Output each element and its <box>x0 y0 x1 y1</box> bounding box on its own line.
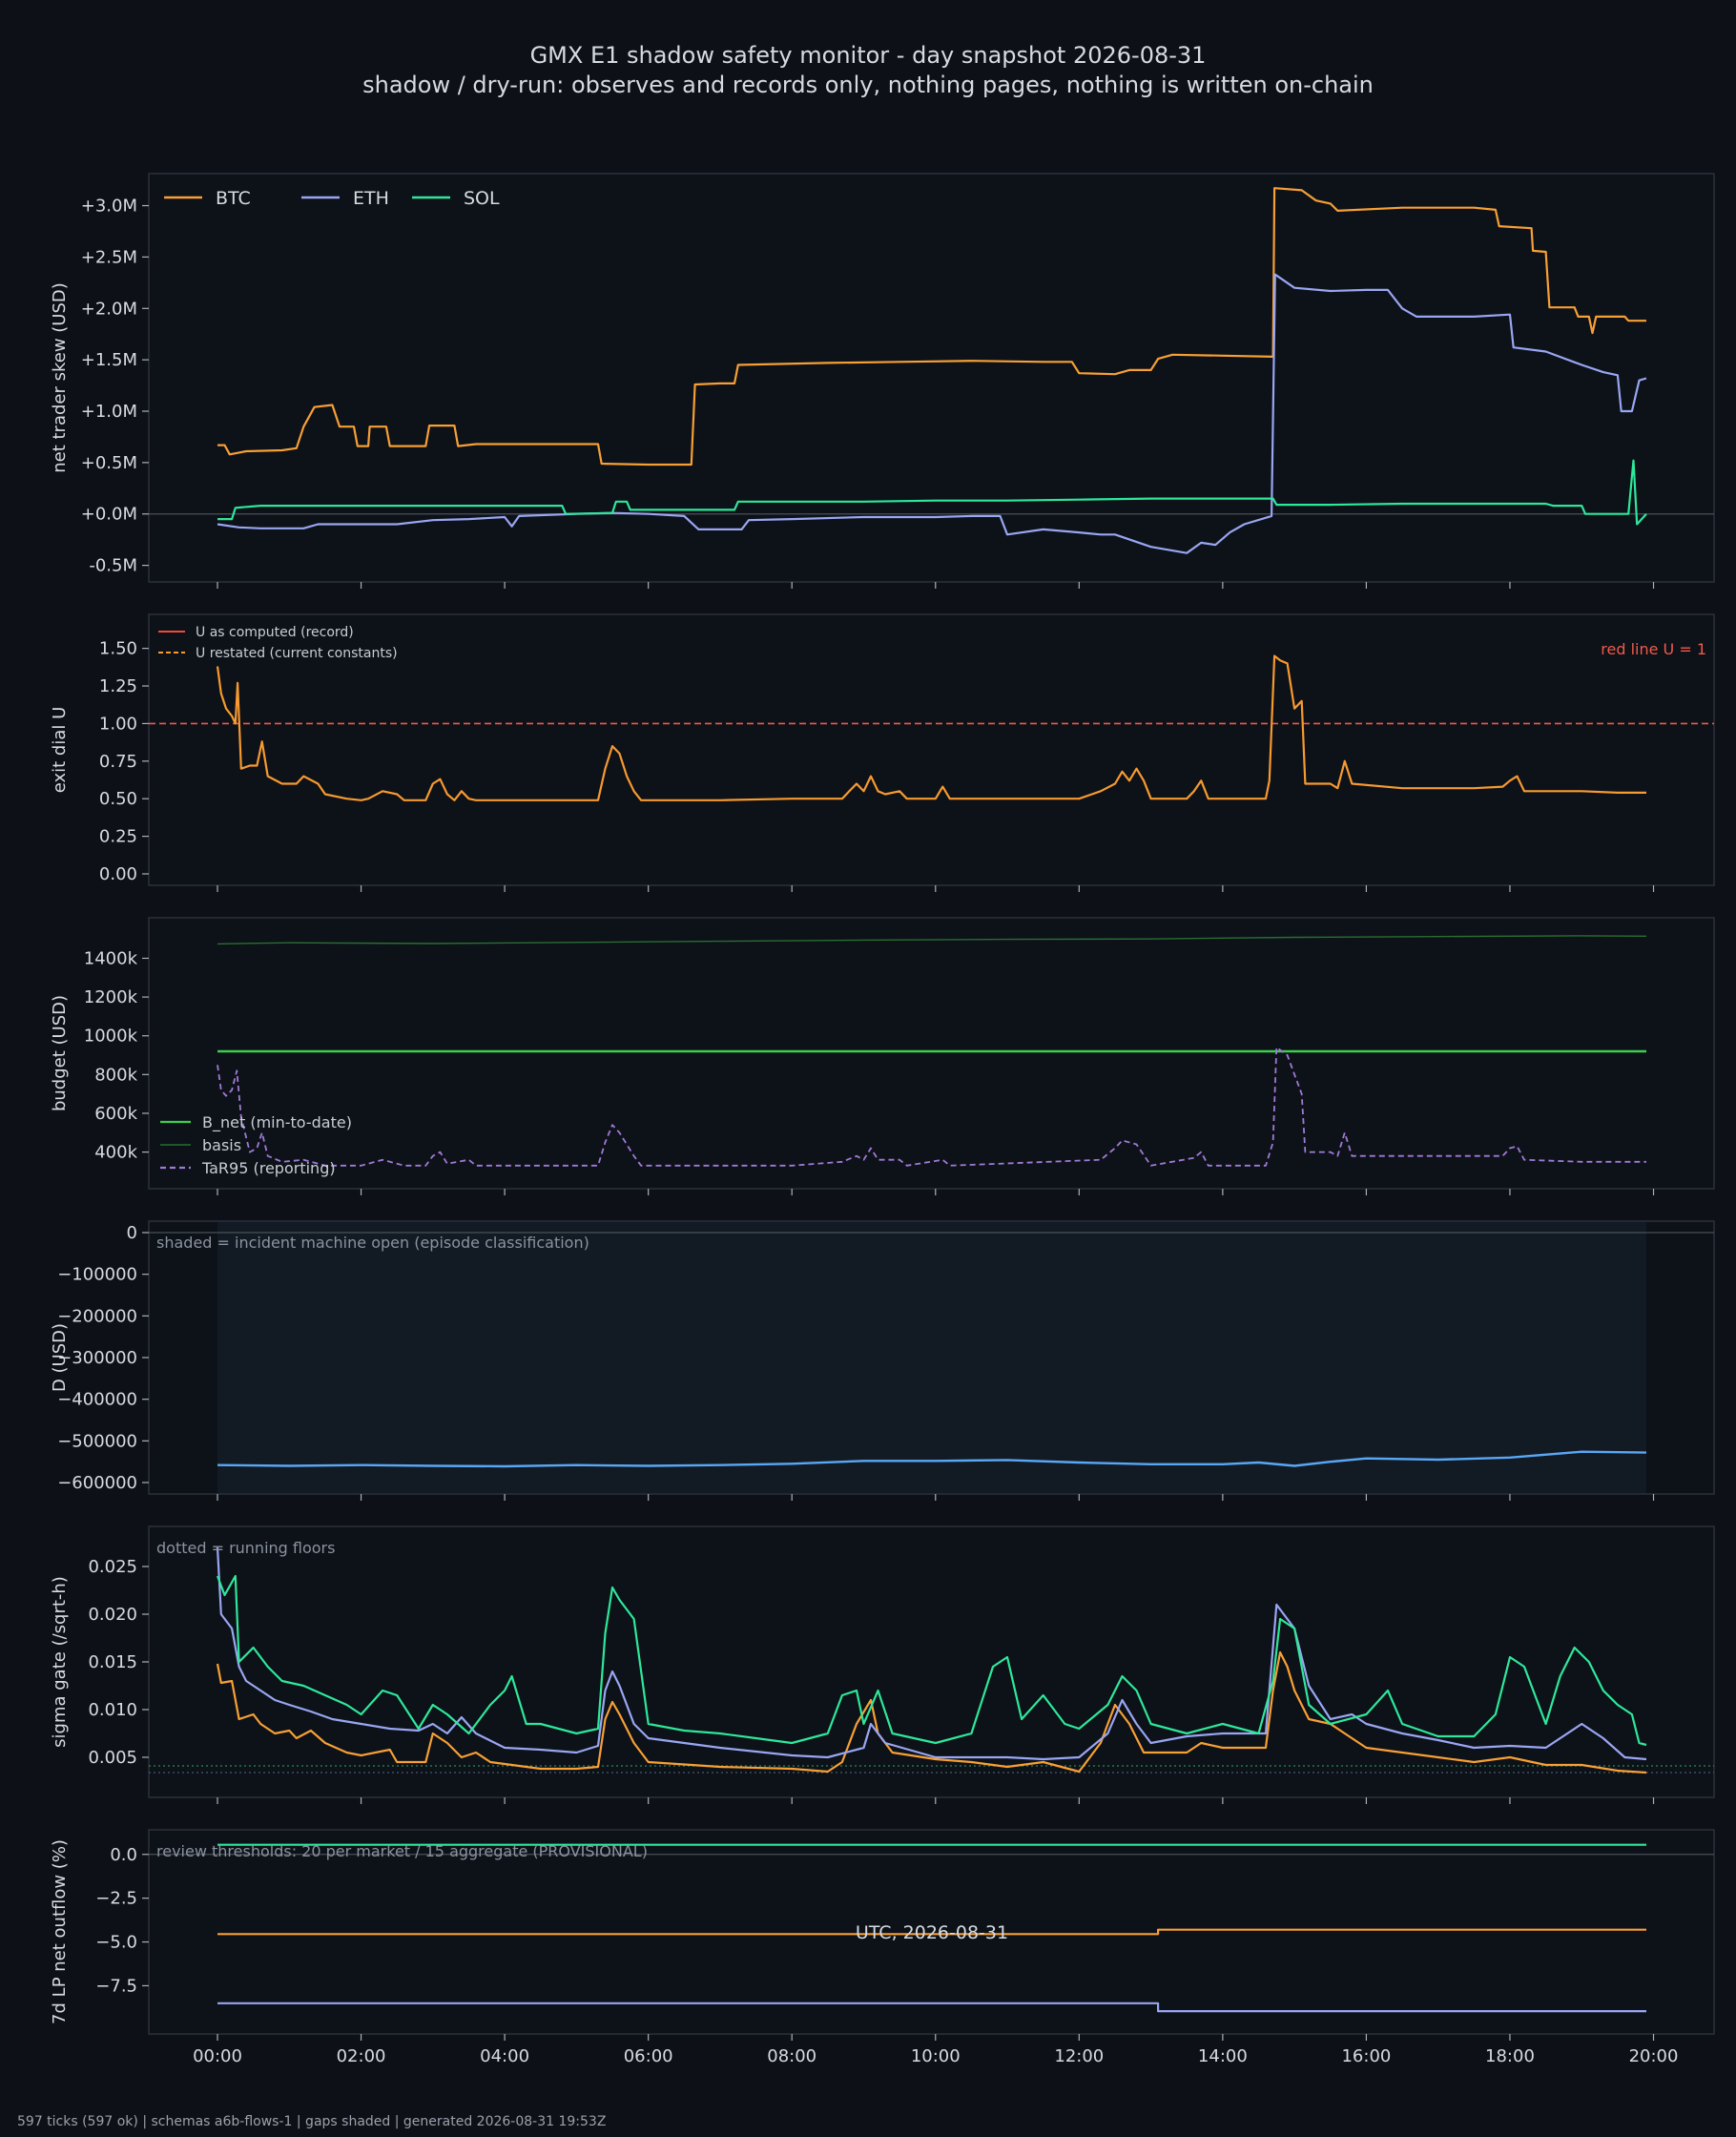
x-tick-label: 08:00 <box>767 2046 816 2066</box>
panel-skew: -0.5M +0.0M +0.5M +1.0M +1.5M +2.0M +2.5M +3.0M… <box>50 173 1715 589</box>
y-tick-label: +3.0M <box>81 197 137 217</box>
y-axis-label: exit dial U <box>50 707 70 794</box>
y-tick-label: +0.5M <box>81 453 137 473</box>
red-line-label: red line U = 1 <box>1601 640 1706 658</box>
legend-label: TaR95 (reporting) <box>201 1159 336 1177</box>
y-tick-label: −5.0 <box>95 1933 137 1953</box>
y-tick-label: 1000k <box>84 1027 138 1047</box>
x-tick-label: 00:00 <box>193 2046 242 2066</box>
panel-budget: 400k 600k 800k 1000k 1200k 1400k budget (USD) B… <box>50 917 1715 1195</box>
y-tick-label: 0.025 <box>88 1557 137 1577</box>
panel-exit_dial: 0.00 0.25 0.50 0.75 1.00 1.25 1.50 exit dial U r… <box>50 613 1715 892</box>
series-eth <box>217 2002 1646 2013</box>
y-tick-label: 0.015 <box>88 1652 137 1672</box>
x-tick-label: 10:00 <box>911 2046 961 2066</box>
series-btc <box>216 1650 1647 1774</box>
series-btc <box>217 187 1646 467</box>
panel-lp_outflow: 0.0 −2.5 −5.0 −7.5 7d LP net outflow (%) revi… <box>50 1829 1715 2066</box>
figure-subtitle: shadow / dry-run: observes and records o… <box>362 72 1374 98</box>
y-axis-label: 7d LP net outflow (%) <box>50 1839 70 2024</box>
y-tick-label: 400k <box>94 1143 137 1163</box>
legend-label-btc: BTC <box>216 188 251 209</box>
y-tick-label: 0.00 <box>99 864 137 884</box>
y-axis-label: D (USD) <box>50 1323 70 1392</box>
series-basis <box>217 935 1647 945</box>
y-tick-label: 1.25 <box>99 676 137 696</box>
y-tick-label: 1200k <box>84 987 138 1007</box>
y-tick-label: 0.010 <box>88 1700 137 1720</box>
incident-shade <box>217 1222 1646 1493</box>
panel-frame <box>148 917 1715 1190</box>
x-tick-label: 06:00 <box>624 2046 673 2066</box>
y-tick-label: −200000 <box>57 1306 137 1326</box>
figure-title: GMX E1 shadow safety monitor - day snaps… <box>530 42 1207 69</box>
legend-label: basis <box>202 1136 241 1154</box>
x-tick-label: 12:00 <box>1054 2046 1104 2066</box>
y-tick-label: +1.5M <box>81 350 137 370</box>
y-tick-label: 0.50 <box>99 789 137 809</box>
series-sol <box>217 459 1647 526</box>
x-tick-label: 16:00 <box>1341 2046 1391 2066</box>
x-tick-label: 04:00 <box>480 2046 529 2066</box>
x-tick-label: 14:00 <box>1198 2046 1248 2066</box>
y-tick-label: -0.5M <box>89 556 137 576</box>
y-tick-label: 0.020 <box>88 1605 137 1625</box>
panel-note: shaded = incident machine open (episode … <box>156 1234 589 1252</box>
x-tick-label: 18:00 <box>1485 2046 1535 2066</box>
panel-frame <box>148 1829 1715 2035</box>
y-tick-label: 0.005 <box>88 1748 137 1768</box>
y-tick-label: 600k <box>94 1104 137 1124</box>
y-axis-label: budget (USD) <box>50 995 70 1111</box>
y-tick-label: −7.5 <box>95 1976 137 1996</box>
legend-label-sol: SOL <box>464 188 500 209</box>
y-axis-label: net trader skew (USD) <box>50 282 70 473</box>
legend-label: U restated (current constants) <box>196 646 398 661</box>
y-tick-label: +2.0M <box>81 299 137 319</box>
y-tick-label: −300000 <box>57 1348 137 1368</box>
legend-label: U as computed (record) <box>196 625 354 640</box>
x-axis-label: UTC, 2026-08-31 <box>856 1922 1008 1943</box>
series-eth <box>217 273 1647 554</box>
legend-label: B_net (min-to-date) <box>202 1113 352 1132</box>
series-btc <box>217 1928 1646 1936</box>
series-u-restated-current-constants <box>216 654 1646 801</box>
y-tick-label: 1.50 <box>99 639 137 659</box>
series-tar95-reporting <box>217 1047 1646 1167</box>
chart-panels: -0.5M +0.0M +0.5M +1.0M +1.5M +2.0M +2.5M +3.0M… <box>50 173 1715 2066</box>
y-tick-label: 0 <box>127 1223 137 1243</box>
y-tick-label: +0.0M <box>81 505 137 525</box>
y-tick-label: +1.0M <box>81 402 137 422</box>
y-tick-label: 0.0 <box>110 1845 137 1865</box>
panel-sigma: 0.005 0.010 0.015 0.020 0.025 sigma gate (/sq… <box>50 1525 1715 1804</box>
panel-note: review thresholds: 20 per market / 15 ag… <box>156 1842 648 1860</box>
y-tick-label: −400000 <box>57 1390 137 1410</box>
y-tick-label: +2.5M <box>81 247 137 267</box>
footer-text: 597 ticks (597 ok) | schemas a6b-flows-1… <box>17 2114 606 2129</box>
panel-frame <box>148 173 1715 583</box>
y-tick-label: 800k <box>94 1065 137 1085</box>
y-tick-label: 0.75 <box>99 752 137 772</box>
y-tick-label: −500000 <box>57 1431 137 1451</box>
y-tick-label: 1400k <box>84 948 138 968</box>
panel-frame <box>148 613 1715 886</box>
y-tick-label: −100000 <box>57 1265 137 1285</box>
panel-frame <box>148 1525 1715 1798</box>
y-tick-label: 0.25 <box>99 827 137 847</box>
y-tick-label: −2.5 <box>95 1889 137 1909</box>
y-tick-label: 1.00 <box>99 714 137 734</box>
panel-d: 0 −100000 −200000 −300000 −400000 −500000 −600… <box>50 1220 1715 1501</box>
y-tick-label: −600000 <box>57 1473 137 1493</box>
y-axis-label: sigma gate (/sqrt-h) <box>50 1576 70 1748</box>
x-tick-label: 02:00 <box>337 2046 386 2066</box>
panel-note: dotted = running floors <box>156 1539 335 1557</box>
x-tick-label: 20:00 <box>1629 2046 1679 2066</box>
series-d <box>217 1450 1647 1468</box>
series-sol <box>216 1574 1647 1747</box>
legend-label-eth: ETH <box>353 188 389 209</box>
